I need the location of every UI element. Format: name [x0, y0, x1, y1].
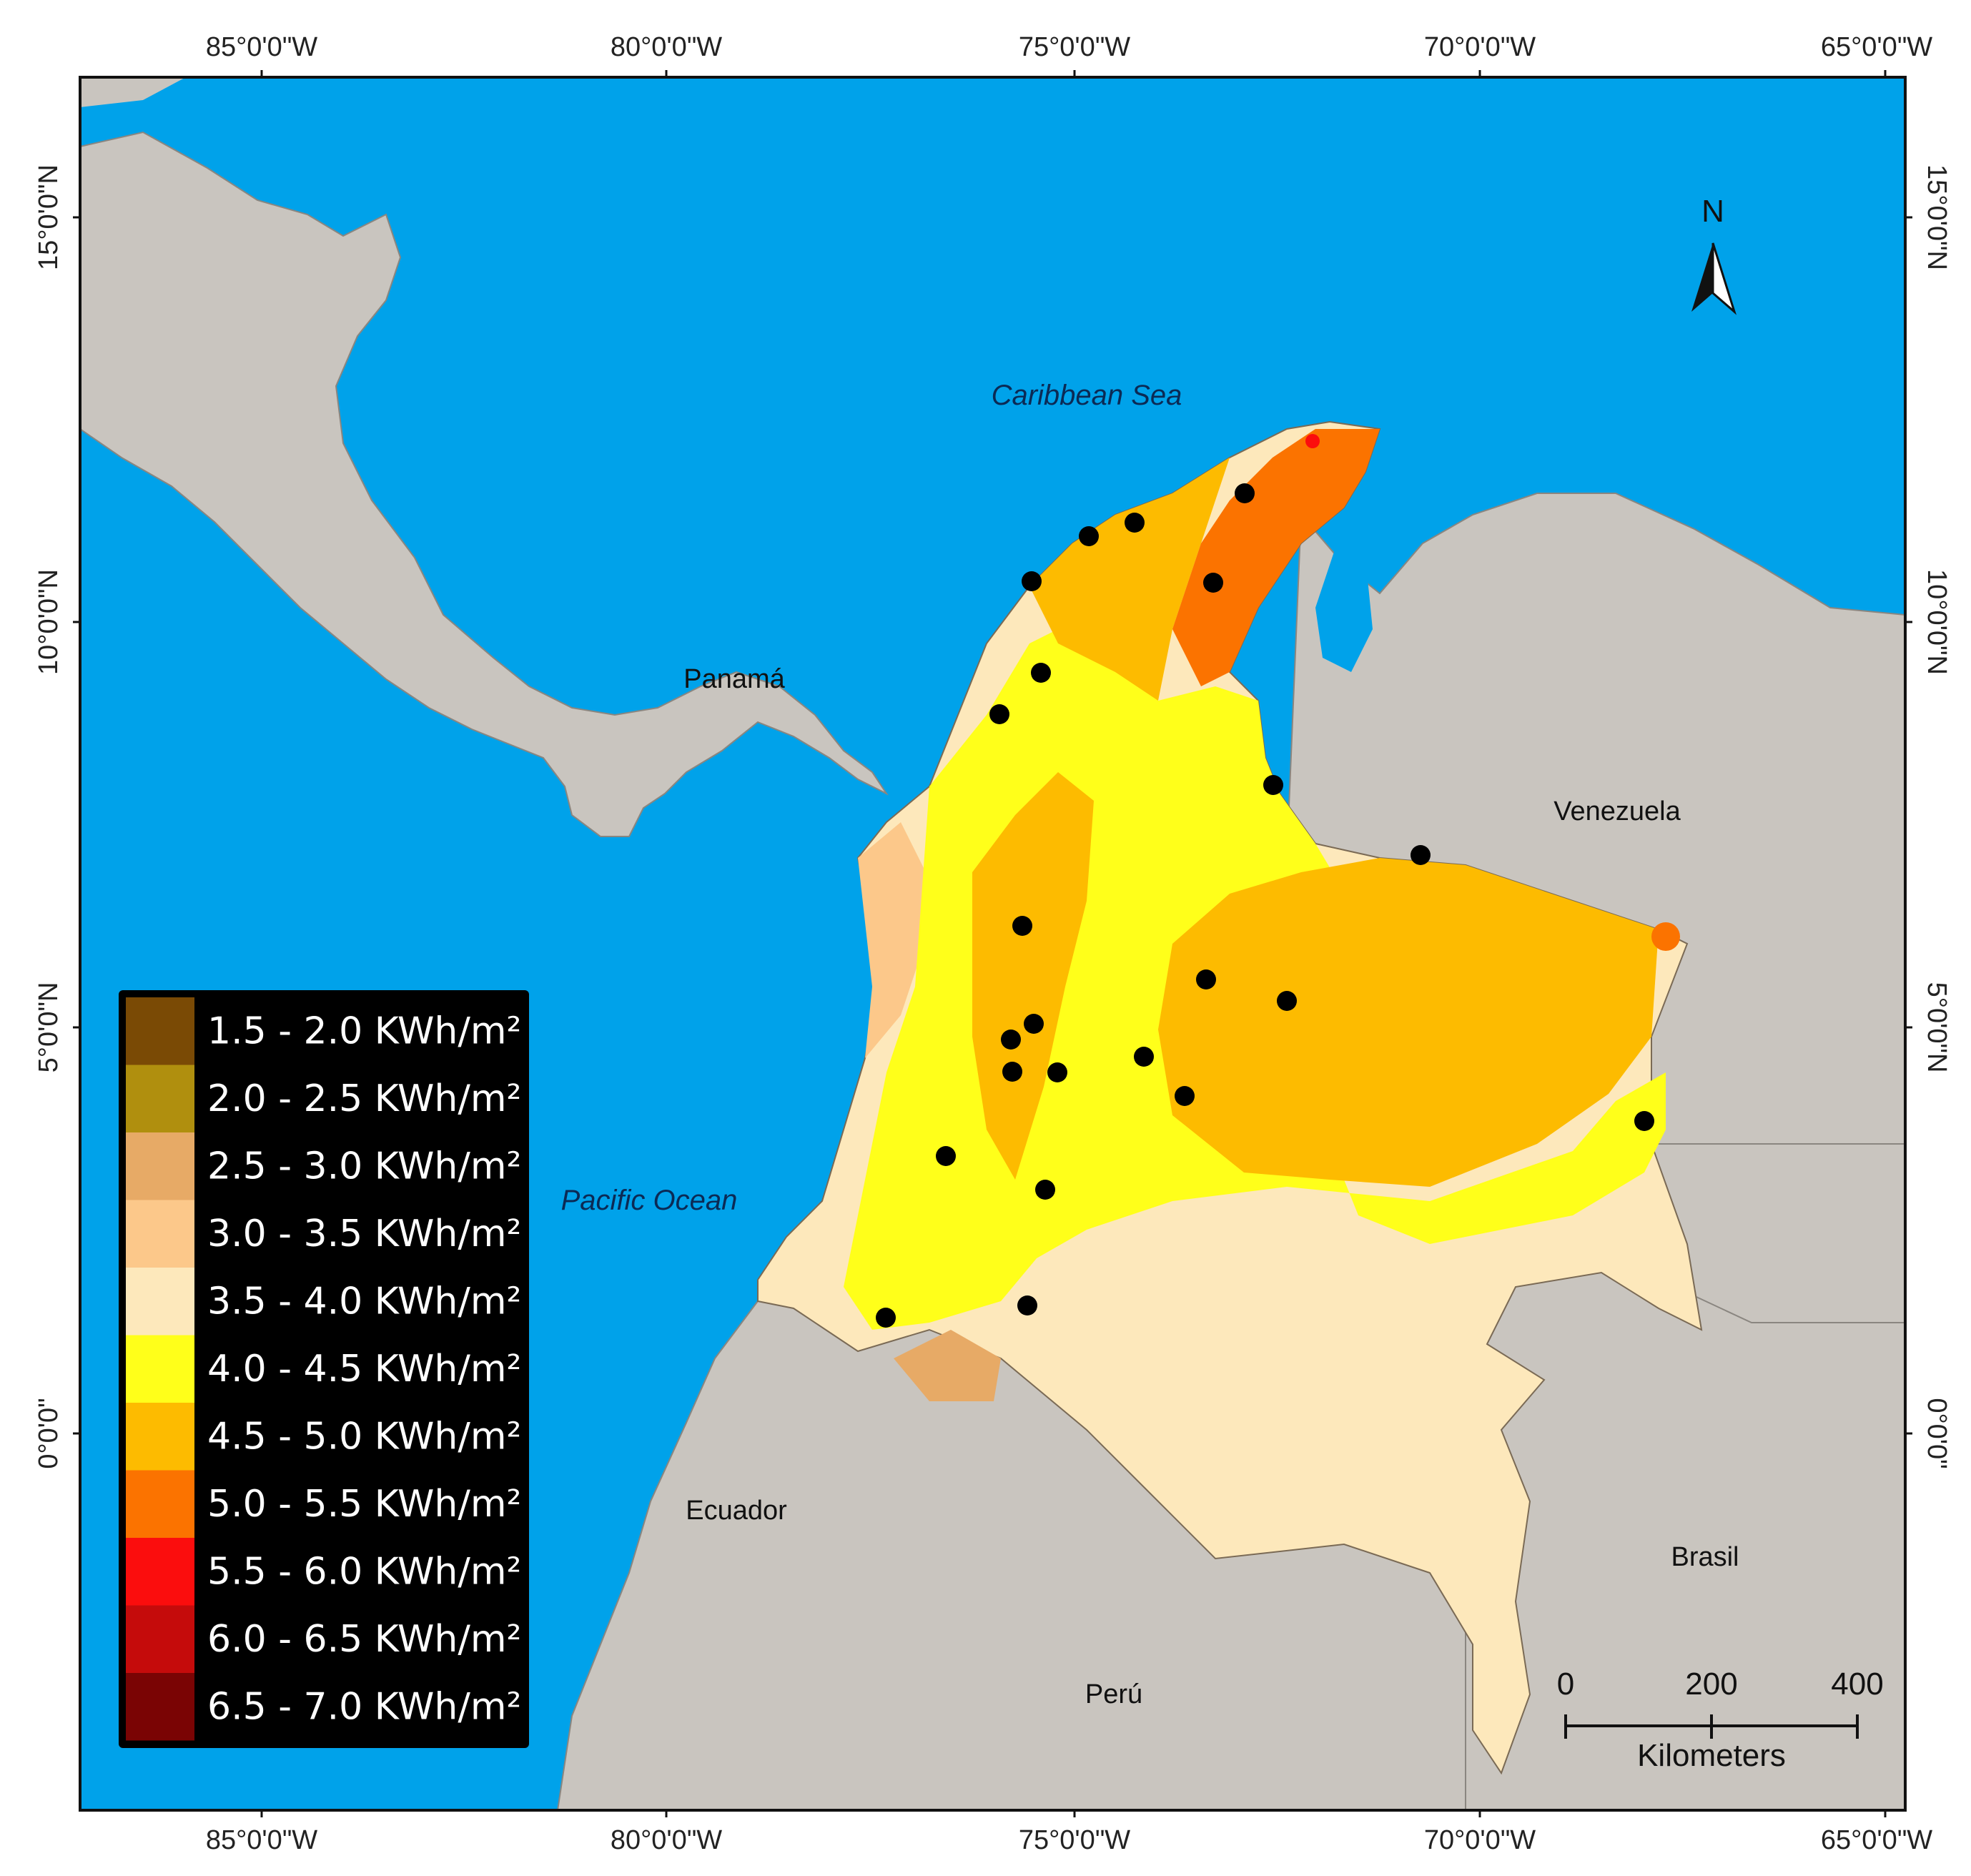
legend-label: 4.5 - 5.0 KWh/m²: [207, 1415, 521, 1458]
station-marker: [1047, 1062, 1067, 1082]
station-marker: [1411, 845, 1431, 865]
cuba-land: [80, 77, 186, 107]
legend-label: 3.5 - 4.0 KWh/m²: [207, 1280, 521, 1323]
brasil-label: Brasil: [1671, 1542, 1739, 1572]
legend-swatch: [126, 1132, 194, 1200]
longitude-label-top: 65°0'0"W: [1821, 32, 1932, 62]
station-marker: [1024, 1014, 1044, 1034]
class-5-0-5-5-region: [1172, 429, 1380, 686]
legend-swatch: [126, 1673, 194, 1741]
legend-swatch: [126, 1200, 194, 1268]
latitude-label-left: 15°0'0"N: [34, 164, 64, 270]
station-marker: [989, 704, 1009, 724]
station-marker: [1196, 969, 1216, 989]
station-marker: [1001, 1030, 1021, 1050]
station-marker: [1203, 573, 1223, 593]
latitude-label-right: 0°0'0": [1922, 1398, 1952, 1468]
lake-maracaibo: [1315, 543, 1373, 672]
station-marker: [1125, 513, 1145, 533]
class-4-5-5-0-east-region: [1158, 858, 1659, 1187]
scale-tick-label: 400: [1831, 1667, 1883, 1702]
station-marker: [1277, 991, 1297, 1011]
legend-label: 1.5 - 2.0 KWh/m²: [207, 1009, 521, 1052]
legend-label: 6.5 - 7.0 KWh/m²: [207, 1685, 521, 1728]
legend-label: 4.0 - 4.5 KWh/m²: [207, 1348, 521, 1391]
class-3-0-3-5-region: [858, 822, 929, 1058]
scale-unit-label: Kilometers: [1637, 1738, 1786, 1773]
class-4-5-5-0-region: [1029, 458, 1230, 701]
panama-label: Panamá: [683, 664, 785, 694]
legend-swatch: [126, 997, 194, 1065]
legend-label: 5.5 - 6.0 KWh/m²: [207, 1550, 521, 1593]
legend-swatch: [126, 1065, 194, 1132]
station-markers: [876, 483, 1654, 1328]
legend-swatch: [126, 1605, 194, 1673]
north-arrow-label: N: [1701, 194, 1724, 229]
station-marker: [1017, 1295, 1037, 1315]
station-marker: [1263, 775, 1283, 795]
longitude-label-top: 80°0'0"W: [611, 32, 722, 62]
class-2-5-3-0-region: [894, 1330, 1001, 1401]
latitude-label-right: 10°0'0"N: [1922, 569, 1952, 675]
scale-tick-label: 0: [1557, 1667, 1574, 1702]
station-marker: [1235, 483, 1255, 503]
legend-label: 5.0 - 5.5 KWh/m²: [207, 1483, 521, 1526]
legend: 1.5 - 2.0 KWh/m² 2.0 - 2.5 KWh/m² 2.5 - 3.…: [119, 990, 529, 1748]
legend-swatch: [126, 1403, 194, 1471]
legend-label: 6.0 - 6.5 KWh/m²: [207, 1618, 521, 1661]
latitude-label-left: 10°0'0"N: [34, 569, 64, 675]
latitude-label-right: 15°0'0"N: [1922, 164, 1952, 270]
longitude-label-bottom: 75°0'0"W: [1019, 1825, 1130, 1855]
legend-swatch: [126, 1335, 194, 1403]
legend-swatch: [126, 1268, 194, 1336]
legend-label: 2.0 - 2.5 KWh/m²: [207, 1077, 521, 1120]
station-marker: [1022, 571, 1042, 591]
class-5-5-6-0-spot: [1305, 434, 1320, 448]
pacific-ocean-label: Pacific Ocean: [561, 1185, 738, 1216]
station-marker: [1079, 526, 1099, 546]
station-marker: [936, 1146, 956, 1166]
ecuador-label: Ecuador: [686, 1496, 787, 1526]
station-marker: [1002, 1062, 1022, 1082]
station-marker: [1035, 1180, 1055, 1200]
station-marker: [1634, 1111, 1654, 1131]
station-marker: [1175, 1086, 1195, 1106]
station-marker: [876, 1308, 896, 1328]
legend-label: 2.5 - 3.0 KWh/m²: [207, 1145, 521, 1188]
latitude-label-left: 5°0'0"N: [34, 982, 64, 1073]
scale-tick-label: 200: [1685, 1667, 1737, 1702]
caribbean-sea-label: Caribbean Sea: [992, 380, 1182, 411]
class-4-5-5-0-central-region: [972, 772, 1094, 1180]
peru-label: Perú: [1085, 1679, 1142, 1709]
longitude-label-bottom: 85°0'0"W: [206, 1825, 317, 1855]
longitude-label-top: 70°0'0"W: [1424, 32, 1536, 62]
station-marker: [1031, 663, 1051, 683]
north-arrow-icon: [1691, 242, 1737, 315]
scale-bar: [1564, 1714, 1859, 1739]
station-marker: [1134, 1047, 1154, 1067]
longitude-label-bottom: 70°0'0"W: [1424, 1825, 1536, 1855]
map-frame: [79, 76, 1907, 1812]
station-marker: [1012, 916, 1032, 936]
legend-background: [119, 990, 529, 1748]
brasil-land: [1465, 1272, 1906, 1811]
central-america-land: [79, 131, 889, 837]
graticule-ticks: [73, 70, 1912, 1817]
longitude-label-top: 75°0'0"W: [1019, 32, 1130, 62]
class-5-0-5-5-east-spot: [1651, 922, 1680, 951]
legend-label: 3.0 - 3.5 KWh/m²: [207, 1213, 521, 1255]
latitude-label-right: 5°0'0"N: [1922, 982, 1952, 1073]
venezuela-label: Venezuela: [1553, 796, 1681, 826]
longitude-label-bottom: 65°0'0"W: [1821, 1825, 1932, 1855]
legend-swatch: [126, 1538, 194, 1606]
legend-swatch: [126, 1470, 194, 1538]
longitude-label-top: 85°0'0"W: [206, 32, 317, 62]
longitude-label-bottom: 80°0'0"W: [611, 1825, 722, 1855]
latitude-label-left: 0°0'0": [34, 1398, 64, 1468]
